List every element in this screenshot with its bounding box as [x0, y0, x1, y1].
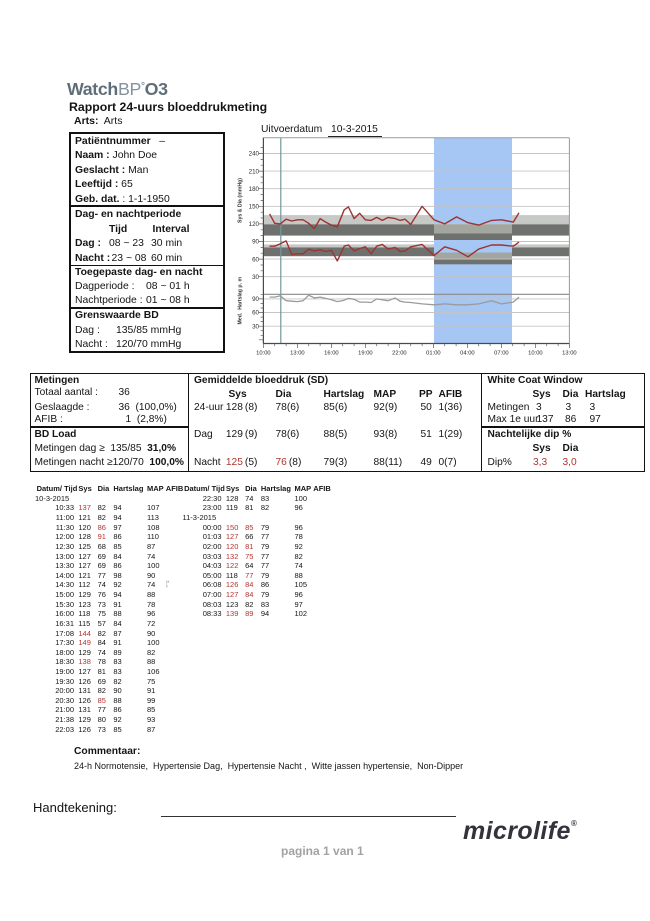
svg-text:210: 210	[249, 168, 260, 175]
svg-text:30: 30	[252, 323, 259, 330]
svg-text:13:00: 13:00	[290, 351, 305, 357]
svg-text:90: 90	[252, 296, 259, 303]
svg-text:07:00: 07:00	[494, 351, 509, 357]
svg-text:13:00: 13:00	[562, 351, 577, 357]
svg-text:60: 60	[252, 256, 259, 263]
svg-text:120: 120	[249, 221, 260, 228]
svg-text:10:00: 10:00	[528, 351, 543, 357]
svg-text:Sys & Dia (mmHg): Sys & Dia (mmHg)	[238, 178, 244, 223]
svg-text:60: 60	[252, 310, 259, 317]
svg-text:01:00: 01:00	[426, 351, 441, 357]
svg-text:30: 30	[252, 274, 259, 281]
svg-text:90: 90	[252, 239, 259, 246]
svg-text:04:00: 04:00	[460, 351, 475, 357]
svg-text:10:00: 10:00	[256, 351, 271, 357]
svg-text:180: 180	[249, 186, 260, 193]
svg-text:Med. Hartslag p. m: Med. Hartslag p. m	[238, 277, 244, 325]
svg-text:19:00: 19:00	[358, 351, 373, 357]
svg-text:22:00: 22:00	[392, 351, 407, 357]
svg-text:16:00: 16:00	[324, 351, 339, 357]
svg-text:240: 240	[249, 151, 260, 158]
svg-text:150: 150	[249, 204, 260, 211]
